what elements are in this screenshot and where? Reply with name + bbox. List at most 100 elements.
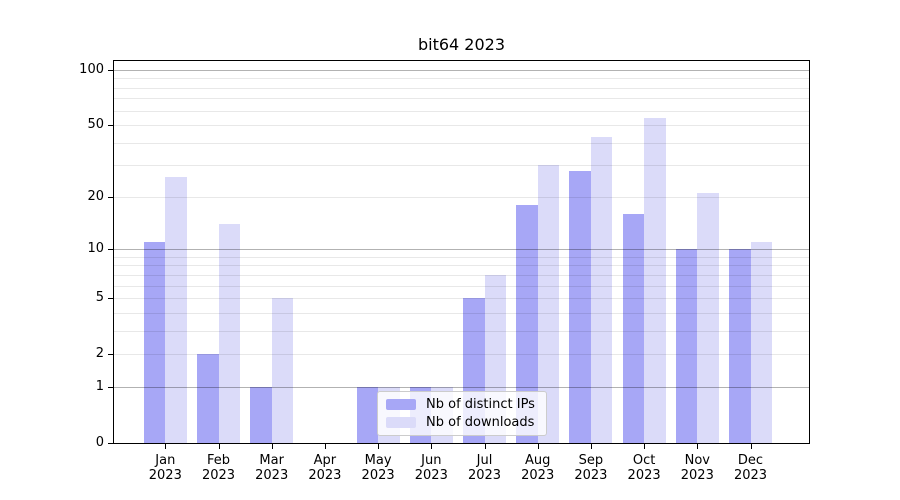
bar-distinct-ips-nov [675, 249, 698, 443]
x-tick-year: 2023 [733, 468, 768, 483]
x-tick-month: Nov [684, 453, 710, 468]
x-tick-label-aug: Aug 2023 [506, 453, 570, 483]
x-tick-year: 2023 [414, 468, 448, 483]
bar-distinct-ips-oct [622, 214, 645, 443]
gridline-minor-3 [114, 330, 809, 332]
y-tick-label-100: 100 [79, 61, 104, 77]
x-tick-year: 2023 [148, 468, 182, 483]
y-tick-mark-50 [108, 125, 113, 127]
gridline-decade-100 [114, 69, 809, 71]
x-tick-mark-may [378, 444, 380, 449]
gridline-minor-7 [114, 274, 809, 276]
x-tick-year: 2023 [680, 468, 714, 483]
y-tick-label-0: 0 [95, 435, 104, 450]
y-tick-label-1: 1 [95, 378, 104, 394]
bar-distinct-ips-dec [729, 249, 751, 443]
x-tick-year: 2023 [361, 468, 395, 483]
x-tick-month: Jun [421, 453, 442, 468]
bar-distinct-ips-mar [250, 386, 272, 443]
plot-area [113, 60, 810, 444]
y-tick-label-10: 10 [87, 241, 104, 257]
gridline-minor-9 [114, 256, 809, 258]
x-tick-label-jun: Jun 2023 [399, 453, 463, 483]
x-tick-year: 2023 [627, 468, 661, 483]
bar-downloads-nov [697, 193, 719, 443]
x-tick-month: Oct [632, 453, 656, 468]
legend-item-downloads: Nb of downloads [386, 415, 538, 430]
gridline-minor-40 [114, 142, 809, 144]
y-tick-label-5: 5 [95, 290, 104, 306]
y-tick-mark-5 [108, 298, 113, 300]
x-tick-mark-dec [750, 444, 752, 449]
x-tick-mark-jun [431, 444, 433, 449]
x-tick-label-sep: Sep 2023 [559, 453, 623, 483]
x-tick-year: 2023 [308, 468, 342, 483]
x-tick-month: Mar [259, 453, 284, 468]
legend-swatch-downloads [386, 417, 416, 428]
bar-downloads-aug [537, 165, 560, 443]
bar-distinct-ips-feb [197, 354, 219, 443]
gridline-minor-5 [114, 298, 809, 300]
legend-item-distinct-ips: Nb of distinct IPs [386, 397, 538, 412]
chart-title: bit64 2023 [417, 35, 506, 54]
x-tick-mark-nov [697, 444, 699, 449]
y-tick-mark-2 [108, 354, 113, 356]
bar-downloads-sep [590, 137, 613, 443]
gridline-decade-10 [114, 249, 809, 251]
x-tick-mark-aug [537, 444, 539, 449]
x-tick-mark-apr [324, 444, 326, 449]
bar-downloads-jan [165, 176, 187, 443]
bar-downloads-feb [218, 224, 240, 443]
gridline-minor-4 [114, 312, 809, 314]
x-tick-month: Apr [313, 453, 337, 468]
gridline-minor-8 [114, 265, 809, 267]
gridline-minor-6 [114, 285, 809, 287]
legend-label-downloads: Nb of downloads [426, 415, 535, 430]
x-tick-year: 2023 [521, 468, 555, 483]
x-tick-label-jul: Jul 2023 [453, 453, 517, 483]
x-tick-label-dec: Dec 2023 [719, 453, 783, 483]
y-tick-label-20: 20 [87, 188, 104, 204]
bar-downloads-dec [750, 242, 772, 443]
gridline-minor-50 [114, 125, 809, 127]
gridline-minor-60 [114, 110, 809, 112]
x-tick-year: 2023 [201, 468, 236, 483]
bar-distinct-ips-sep [569, 170, 591, 443]
x-tick-month: Dec [737, 453, 764, 468]
x-tick-month: Jul [476, 453, 493, 468]
x-tick-year: 2023 [467, 468, 502, 483]
gridline-minor-30 [114, 165, 809, 167]
y-tick-label-2: 2 [95, 346, 104, 362]
x-tick-label-may: May 2023 [346, 453, 410, 483]
x-tick-month: Jan [155, 453, 176, 468]
legend-label-distinct-ips: Nb of distinct IPs [426, 397, 535, 412]
y-tick-mark-0 [108, 443, 113, 444]
y-tick-mark-1 [108, 386, 113, 388]
x-tick-label-feb: Feb 2023 [187, 453, 251, 483]
x-tick-month: Feb [206, 453, 231, 468]
y-tick-mark-100 [108, 69, 113, 71]
x-tick-mark-oct [644, 444, 646, 449]
x-tick-month: Sep [578, 453, 604, 468]
x-tick-month: May [364, 453, 392, 468]
gridline-minor-70 [114, 98, 809, 100]
x-tick-mark-mar [271, 444, 273, 449]
y-tick-mark-20 [108, 196, 113, 198]
x-tick-label-mar: Mar 2023 [240, 453, 304, 483]
gridline-minor-20 [114, 196, 809, 198]
x-tick-label-oct: Oct 2023 [612, 453, 676, 483]
x-tick-mark-jul [484, 444, 486, 449]
legend-swatch-distinct-ips [386, 399, 416, 410]
x-tick-label-nov: Nov 2023 [665, 453, 729, 483]
y-tick-mark-10 [108, 249, 113, 251]
x-tick-month: Aug [524, 453, 551, 468]
bar-downloads-mar [271, 298, 294, 443]
gridline-minor-80 [114, 87, 809, 89]
x-tick-label-jan: Jan 2023 [133, 453, 197, 483]
legend: Nb of distinct IPs Nb of downloads [377, 391, 547, 436]
x-tick-year: 2023 [574, 468, 608, 483]
bar-distinct-ips-may [356, 386, 379, 443]
x-tick-mark-jan [165, 444, 167, 449]
x-tick-mark-feb [218, 444, 220, 449]
